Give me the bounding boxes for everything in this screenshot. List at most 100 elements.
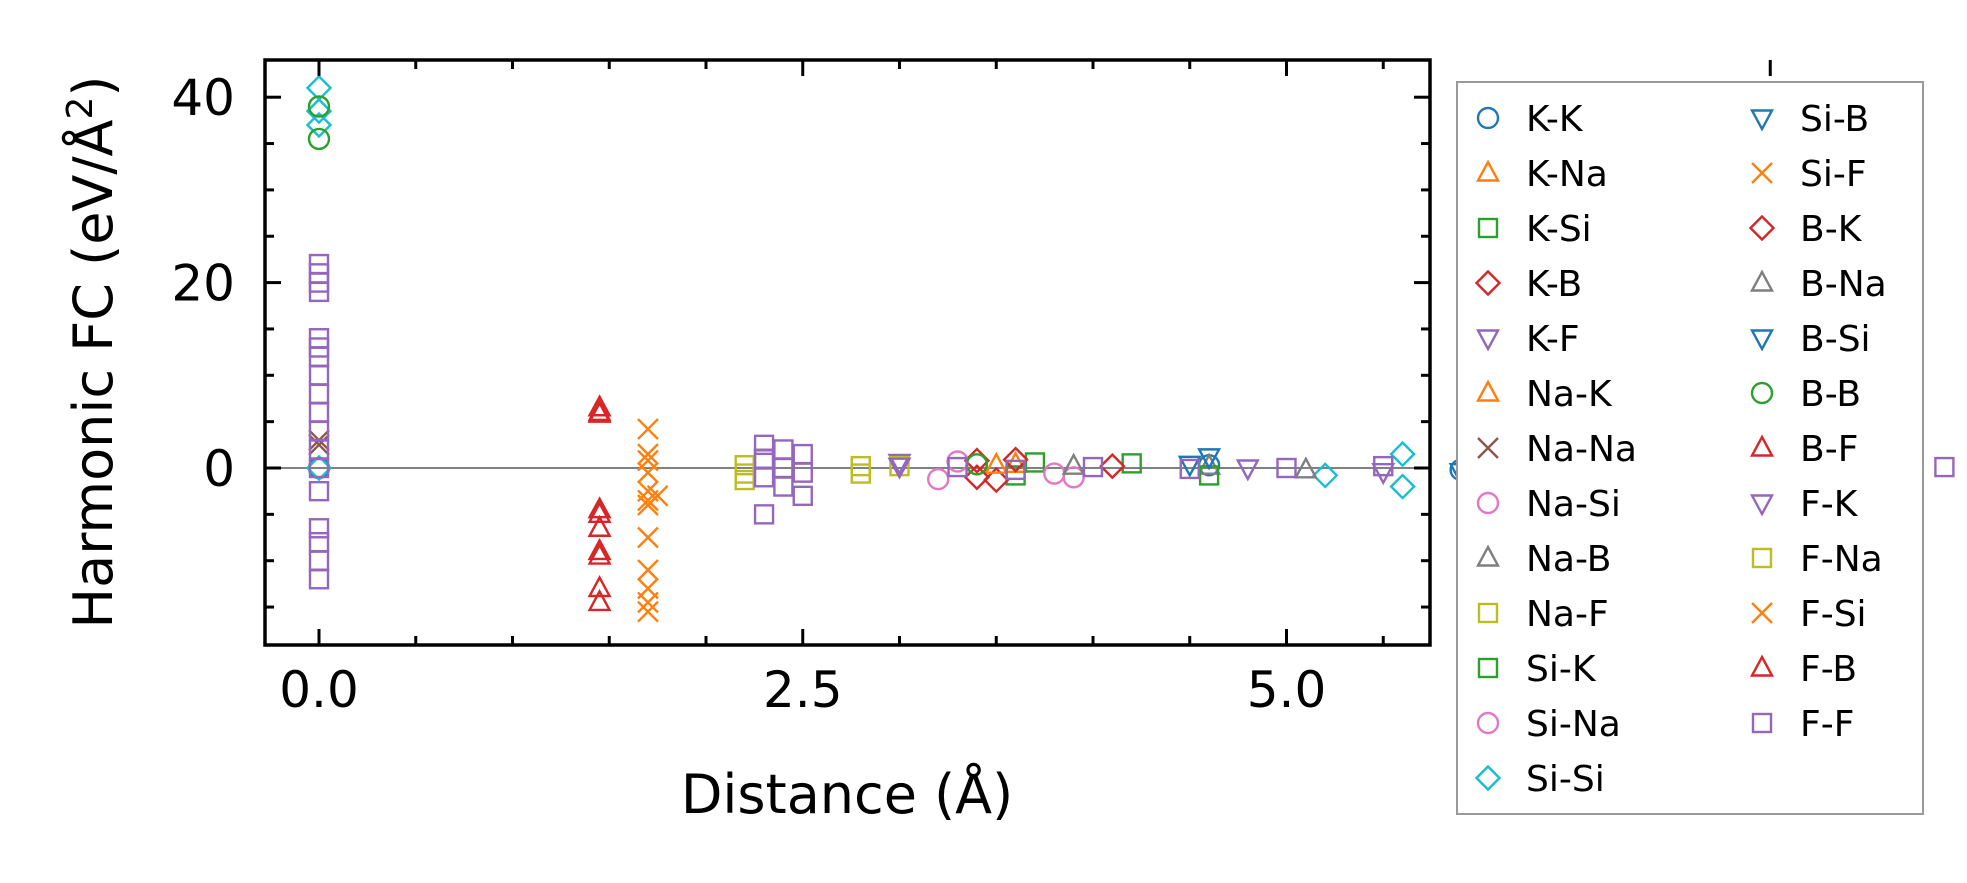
point-F-F xyxy=(773,476,794,497)
legend-item-K-B: K-B xyxy=(1474,264,1582,305)
legend-marker-B-K xyxy=(1748,214,1776,242)
legend-item-Na-K: Na-K xyxy=(1475,374,1613,415)
x-tick-label: 0.0 xyxy=(279,661,359,719)
point-F-F xyxy=(753,504,775,525)
legend-marker-K-F xyxy=(1475,329,1501,352)
legend-label: B-Na xyxy=(1800,264,1887,305)
legend-marker-B-B xyxy=(1750,381,1774,405)
legend-item-B-Na: B-Na xyxy=(1749,264,1887,305)
legend-item-K-Na: K-Na xyxy=(1475,154,1608,195)
series-K-F xyxy=(887,453,1396,486)
point-F-F xyxy=(792,462,813,483)
point-Na-K xyxy=(984,451,1009,474)
point-Si-F xyxy=(637,418,659,440)
point-F-F xyxy=(308,281,330,303)
point-F-F xyxy=(308,550,330,571)
legend-label: F-Si xyxy=(1800,594,1867,635)
point-Si-F xyxy=(637,461,659,484)
legend-label: K-F xyxy=(1526,319,1580,360)
y-axis-label-sup: 2 xyxy=(60,97,101,120)
y-axis-label-close: ) xyxy=(62,76,125,97)
y-axis-label: Harmonic FC (eV/Å2) xyxy=(60,76,125,629)
legend-marker-F-Na xyxy=(1751,547,1773,569)
legend-item-B-B: B-B xyxy=(1750,374,1861,415)
point-K-F xyxy=(887,453,912,476)
point-Si-F xyxy=(637,600,659,623)
point-Si-Si xyxy=(1312,462,1339,489)
point-F-F xyxy=(1082,456,1104,478)
point-F-Na xyxy=(850,455,871,477)
point-K-Si xyxy=(1121,453,1142,474)
point-F-Si xyxy=(637,449,659,472)
legend-item-Na-Si: Na-Si xyxy=(1476,484,1621,525)
legend-marker-Si-Na xyxy=(1476,711,1500,735)
legend-marker-B-F xyxy=(1749,434,1775,457)
point-F-F xyxy=(753,467,775,488)
point-Na-Na xyxy=(308,433,330,456)
point-Si-Na xyxy=(1043,462,1066,485)
legend-item-Na-F: Na-F xyxy=(1477,594,1609,635)
point-F-F xyxy=(308,457,330,479)
legend-marker-Na-Si xyxy=(1476,491,1500,515)
legend-label: Na-B xyxy=(1526,539,1611,580)
y-tick-label: 40 xyxy=(171,69,235,127)
point-F-F xyxy=(308,480,330,502)
series-Na-Na xyxy=(308,429,330,456)
legend-marker-Si-B xyxy=(1749,109,1775,132)
point-F-F xyxy=(753,434,775,456)
point-F-F xyxy=(308,569,330,590)
legend-label: K-Na xyxy=(1526,154,1608,195)
legend-item-Na-B: Na-B xyxy=(1475,539,1611,580)
series-F-Si xyxy=(637,449,659,516)
legend-marker-Si-Si xyxy=(1474,764,1502,792)
legend-marker-K-B xyxy=(1474,269,1502,297)
legend-marker-F-Si xyxy=(1751,602,1773,624)
legend-item-K-K: K-K xyxy=(1476,99,1584,140)
legend-marker-K-Si xyxy=(1477,217,1499,239)
point-B-F xyxy=(587,542,612,565)
point-B-K xyxy=(963,464,991,491)
point-F-K xyxy=(1235,459,1260,482)
point-F-F xyxy=(1373,455,1394,477)
point-F-F xyxy=(753,448,775,469)
legend-item-B-Si: B-Si xyxy=(1749,319,1871,360)
point-F-F xyxy=(308,402,330,423)
point-B-F xyxy=(587,394,612,417)
point-F-F xyxy=(1276,457,1297,479)
point-F-Na xyxy=(734,463,755,484)
legend-label: F-B xyxy=(1800,649,1857,690)
legend-item-B-F: B-F xyxy=(1749,429,1858,470)
point-B-B xyxy=(307,95,331,118)
point-Na-Si xyxy=(927,467,950,491)
point-F-K xyxy=(887,457,912,480)
y-tick-label: 20 xyxy=(171,255,235,313)
point-B-F xyxy=(587,574,612,598)
series-B-K xyxy=(963,446,1126,491)
legend-item-F-Si: F-Si xyxy=(1751,594,1867,635)
point-F-F xyxy=(792,443,813,465)
legend-marker-F-F xyxy=(1751,712,1773,734)
legend-item-F-F: F-F xyxy=(1751,704,1854,745)
legend-label: Na-F xyxy=(1526,594,1609,635)
point-F-Si xyxy=(637,494,659,516)
legend-frame xyxy=(1456,81,1924,815)
point-B-K xyxy=(1099,452,1126,480)
point-B-Na xyxy=(1061,452,1086,475)
legend-label: B-K xyxy=(1800,209,1863,250)
legend-item-F-B: F-B xyxy=(1749,649,1857,690)
point-Si-Si xyxy=(1389,440,1416,468)
legend-item-Si-F: Si-F xyxy=(1751,154,1867,195)
point-F-F xyxy=(308,518,330,539)
series-B-Si xyxy=(1177,455,1473,486)
legend-marker-B-Si xyxy=(1749,329,1775,352)
point-B-F xyxy=(587,514,612,537)
point-Si-F xyxy=(637,526,659,549)
point-B-B xyxy=(307,127,331,151)
legend-label: Na-Si xyxy=(1526,484,1621,525)
point-B-Na xyxy=(1293,456,1318,479)
point-F-F xyxy=(947,456,968,478)
point-Si-Si xyxy=(1389,473,1416,500)
legend-item-B-K: B-K xyxy=(1748,209,1863,250)
legend-label: F-K xyxy=(1800,484,1859,525)
point-B-F xyxy=(587,537,612,561)
